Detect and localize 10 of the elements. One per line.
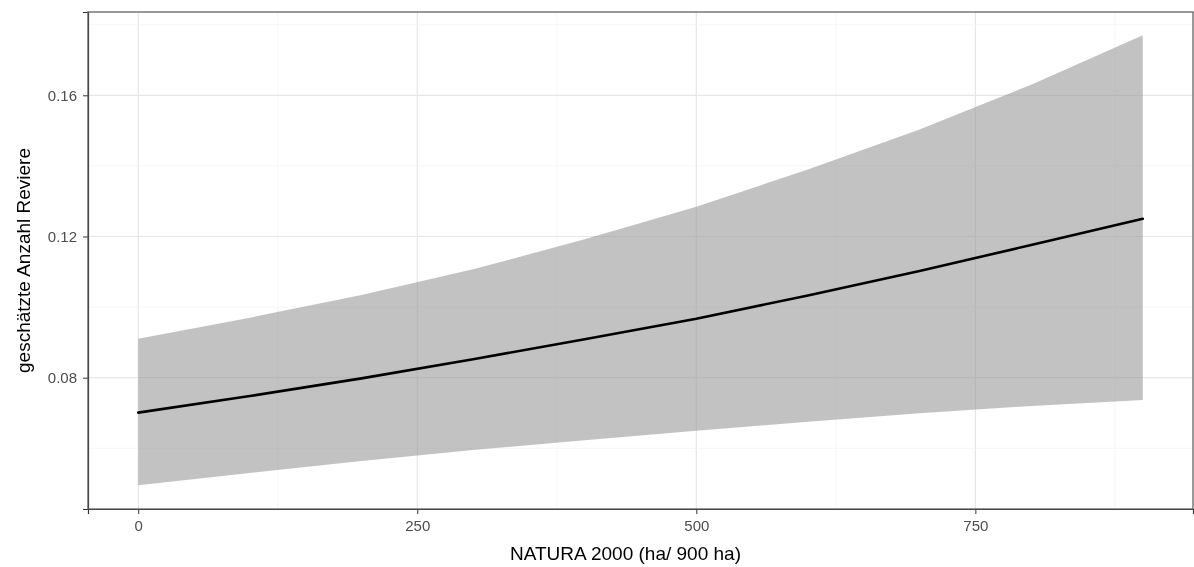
y-tick-label: 0.08 — [47, 368, 77, 386]
y-tick-label: 0.16 — [47, 86, 77, 104]
x-tick-label: 0 — [134, 516, 143, 534]
x-tick-label: 250 — [405, 516, 431, 534]
x-tick-label: 500 — [684, 516, 710, 534]
x-tick-label: 750 — [963, 516, 989, 534]
y-axis-title: geschätzte Anzahl Reviere — [13, 148, 34, 373]
y-tick-label: 0.12 — [47, 227, 77, 245]
line-series — [136, 217, 1145, 414]
x-axis-title: NATURA 2000 (ha/ 900 ha) — [510, 543, 741, 564]
